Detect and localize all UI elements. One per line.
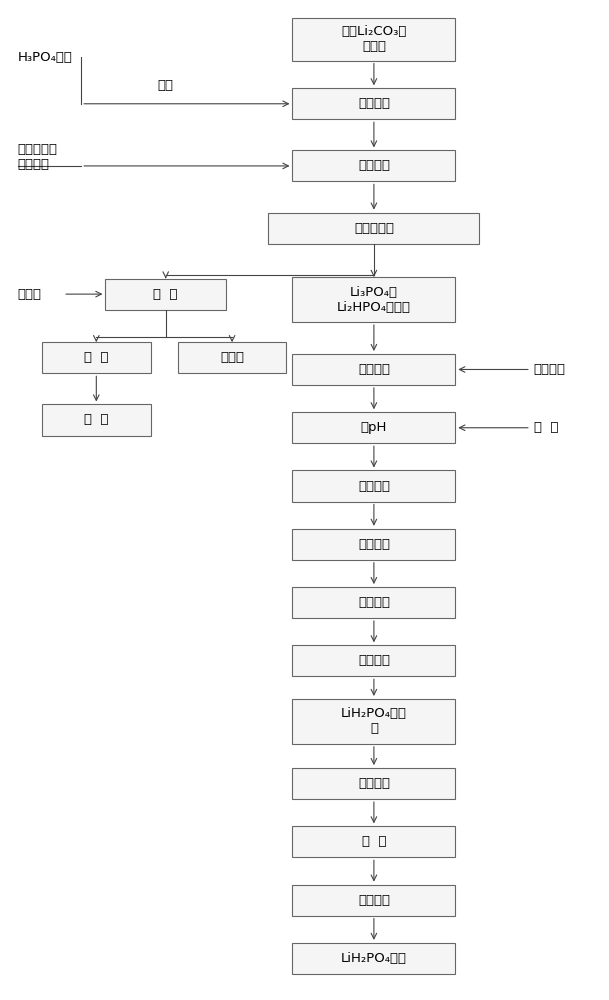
- Text: 离心分离: 离心分离: [358, 654, 390, 667]
- Text: 磷酸溶液: 磷酸溶液: [534, 363, 566, 376]
- Text: LiH₂PO₄粗产
品: LiH₂PO₄粗产 品: [341, 707, 407, 735]
- Bar: [292, 354, 456, 385]
- Bar: [292, 826, 456, 857]
- Bar: [42, 342, 150, 373]
- Bar: [292, 412, 456, 443]
- Bar: [292, 885, 456, 916]
- Bar: [292, 645, 456, 676]
- Bar: [292, 943, 456, 974]
- Text: 滤  液: 滤 液: [84, 351, 108, 364]
- Text: H₃PO₄溶液: H₃PO₄溶液: [18, 51, 72, 64]
- Text: 饱和洗涤: 饱和洗涤: [358, 777, 390, 790]
- Text: Li₃PO₄、
Li₂HPO₄混合物: Li₃PO₄、 Li₂HPO₄混合物: [337, 286, 411, 314]
- Text: 蔓发浓缩: 蔓发浓缩: [358, 538, 390, 551]
- Text: 高純Li₂CO₃沉
锂母液: 高純Li₂CO₃沉 锂母液: [341, 25, 407, 53]
- Text: 排  放: 排 放: [84, 413, 108, 426]
- Text: 氧化馒: 氧化馒: [18, 288, 42, 301]
- Text: 冷却结晶: 冷却结晶: [358, 596, 390, 609]
- Bar: [292, 699, 456, 744]
- Text: 气流粉碎: 气流粉碎: [358, 894, 390, 907]
- Text: 干  燥: 干 燥: [362, 835, 386, 848]
- Text: 磷  酸: 磷 酸: [534, 421, 558, 434]
- Bar: [292, 18, 456, 61]
- Text: 磷酸盐溶液
慢慢滴加: 磷酸盐溶液 慢慢滴加: [18, 143, 58, 171]
- Text: 过滤除杂: 过滤除杂: [358, 480, 390, 493]
- Bar: [42, 404, 150, 436]
- Bar: [269, 213, 479, 244]
- Text: 转型反应: 转型反应: [358, 363, 390, 376]
- Bar: [292, 277, 456, 322]
- Text: 过滤、洗涤: 过滤、洗涤: [354, 222, 394, 235]
- Bar: [178, 342, 286, 373]
- Text: LiH₂PO₄产品: LiH₂PO₄产品: [341, 952, 407, 965]
- Text: 深度提锂: 深度提锂: [358, 159, 390, 172]
- Text: 滴加: 滴加: [158, 79, 174, 92]
- Text: 调pH: 调pH: [361, 421, 387, 434]
- Bar: [292, 768, 456, 799]
- Text: 母  液: 母 液: [153, 288, 178, 301]
- Bar: [292, 470, 456, 502]
- Bar: [292, 529, 456, 560]
- Text: 磷酸馒: 磷酸馒: [220, 351, 244, 364]
- Bar: [292, 587, 456, 618]
- Bar: [105, 279, 226, 310]
- Text: 初步提锂: 初步提锂: [358, 97, 390, 110]
- Bar: [292, 150, 456, 181]
- Bar: [292, 88, 456, 119]
